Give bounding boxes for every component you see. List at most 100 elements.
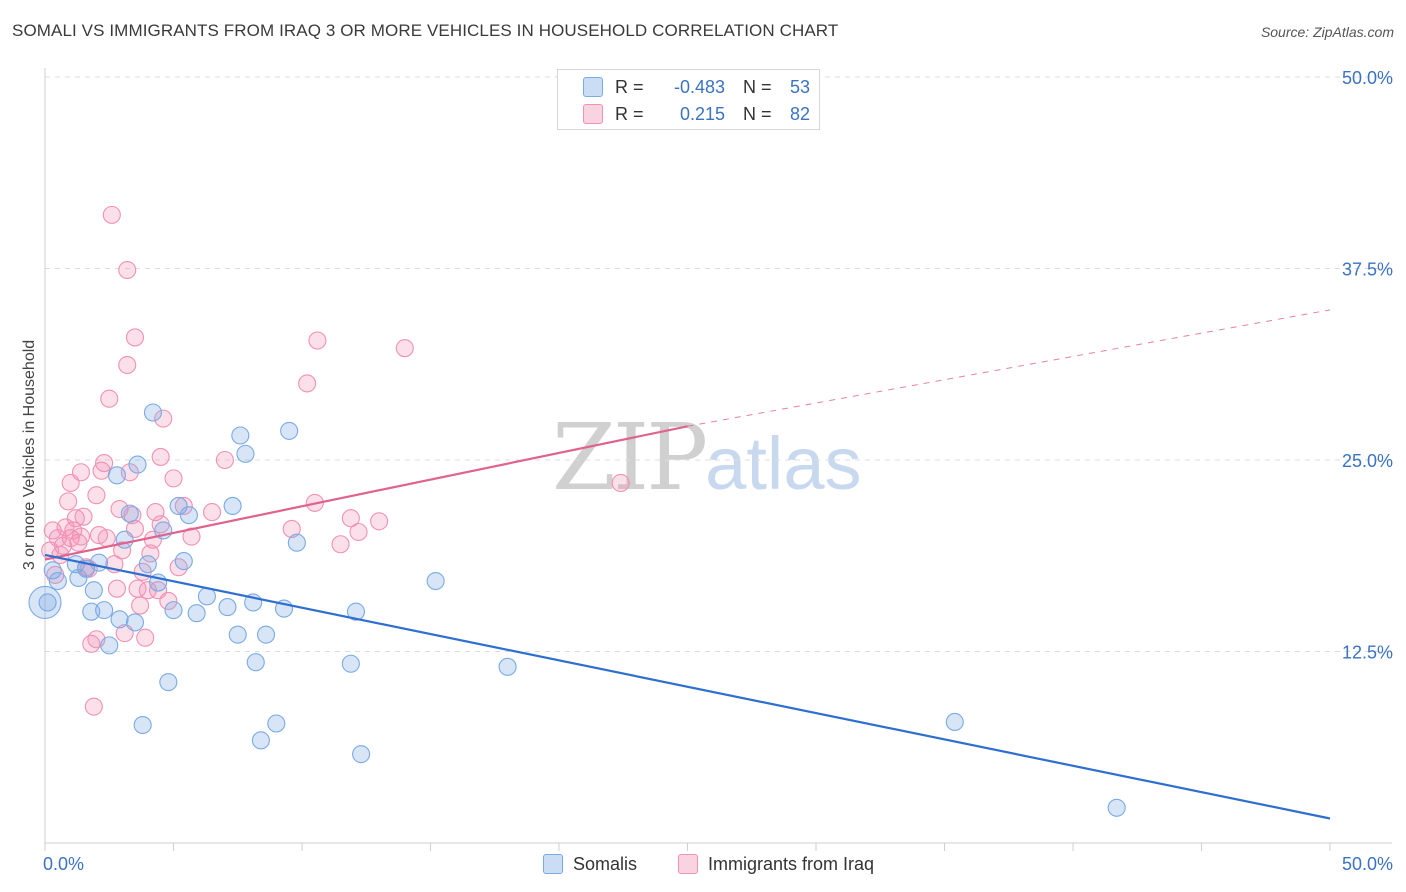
legend-n-label: N = — [743, 103, 772, 124]
legend-r-label: R = — [615, 76, 644, 97]
legend-row-somalis: R = -0.483 N = 53 — [583, 74, 810, 100]
legend-item-somalis[interactable]: Somalis — [543, 851, 637, 877]
iraq-point — [71, 463, 91, 482]
somalis-point — [231, 426, 250, 445]
iraq-point — [53, 536, 73, 555]
iraq-point — [102, 205, 121, 224]
iraq-point — [154, 409, 173, 428]
iraq-point — [308, 331, 327, 350]
somalis-point — [143, 403, 162, 422]
somalis-point — [115, 530, 134, 549]
somalis-point — [89, 553, 109, 572]
somalis-point — [48, 571, 67, 591]
watermark-atlas: atlas — [705, 422, 862, 505]
iraq-point — [282, 519, 301, 538]
legend-label-somalis: Somalis — [573, 853, 638, 874]
somalis-point — [43, 561, 62, 580]
iraq-point — [298, 374, 317, 393]
iraq-point — [113, 541, 132, 560]
x-tick-label: 0.0% — [43, 854, 84, 874]
y-tick-label: 50.0% — [1342, 68, 1393, 88]
iraq-point — [174, 496, 193, 516]
somalis-point — [246, 653, 265, 672]
somalis-point — [1107, 798, 1126, 817]
legend-r-label: R = — [615, 103, 644, 124]
somalis-point — [100, 636, 119, 655]
iraq-point — [215, 450, 234, 470]
somalis-point — [69, 568, 88, 588]
iraq-point — [159, 591, 178, 610]
legend-item-iraq[interactable]: Immigrants from Iraq — [678, 851, 874, 877]
iraq-point — [118, 355, 137, 375]
somalis-point — [84, 581, 103, 600]
y-tick-label: 37.5% — [1342, 260, 1393, 280]
iraq-point — [370, 512, 389, 531]
source-label: Source: ZipAtlas.com — [1260, 24, 1394, 40]
somalis-point — [169, 496, 188, 516]
somalis-point — [287, 533, 306, 552]
legend-swatch-somalis — [543, 854, 563, 874]
iraq-point — [131, 596, 150, 615]
somalis-point — [223, 496, 242, 516]
y-tick-label: 25.0% — [1342, 451, 1393, 471]
iraq-point — [100, 389, 119, 408]
iraq-point — [203, 503, 222, 522]
somalis-point — [128, 455, 147, 474]
somalis-point — [256, 625, 276, 644]
somalis-point — [341, 654, 360, 673]
somalis-trend-line — [44, 553, 1331, 820]
y-tick-label: 12.5% — [1342, 643, 1393, 663]
chart-title: SOMALI VS IMMIGRANTS FROM IRAQ 3 OR MORE… — [12, 21, 839, 40]
iraq-point — [141, 544, 160, 563]
somalis-point — [187, 604, 206, 623]
somalis-point — [95, 601, 114, 620]
iraq-point — [349, 522, 368, 542]
iraq-point — [125, 328, 144, 347]
somalis-point — [174, 552, 193, 571]
somalis-point — [164, 601, 183, 620]
watermark: ZIPatlas — [552, 404, 861, 511]
somalis-point — [179, 506, 198, 525]
iraq-point — [164, 469, 183, 488]
somalis-point — [125, 613, 144, 632]
somalis-point — [280, 421, 299, 440]
iraq-point — [341, 509, 360, 528]
legend-n-value: 53 — [790, 76, 811, 97]
iraq-point — [87, 486, 106, 505]
iraq-point — [107, 579, 127, 598]
legend-r-value: 0.215 — [679, 103, 725, 124]
somalis-point — [426, 571, 445, 591]
iraq-trend-extension — [687, 309, 1331, 427]
somalis-point — [133, 715, 152, 735]
legend-label-iraq: Immigrants from Iraq — [708, 853, 875, 874]
somalis-point — [120, 504, 139, 523]
iraq-point — [74, 507, 93, 526]
iraq-point — [95, 454, 114, 473]
iraq-point — [66, 509, 85, 528]
series-legend: Somalis Immigrants from Iraq — [0, 851, 1406, 877]
somalis-point — [228, 625, 247, 644]
iraq-point — [395, 339, 414, 358]
somalis-point — [498, 657, 517, 676]
iraq-point — [118, 260, 137, 280]
legend-n-value: 82 — [790, 103, 811, 124]
somalis-point — [138, 555, 157, 574]
somalis-point — [159, 673, 178, 692]
somalis-point — [352, 745, 371, 764]
iraq-point — [71, 527, 91, 546]
iraq-point — [136, 628, 155, 647]
somalis-point — [110, 610, 129, 629]
iraq-point — [611, 473, 630, 493]
iraq-point — [59, 492, 78, 511]
iraq-point — [138, 581, 157, 600]
legend-swatch-somalis — [583, 77, 603, 97]
watermark-zip: ZIP — [552, 404, 708, 511]
somalis-point — [38, 593, 57, 612]
legend-n-label: N = — [743, 76, 772, 97]
somalis-point-large — [28, 585, 62, 620]
somalis-point — [267, 714, 286, 733]
somalis-point — [107, 466, 127, 485]
somalis-point — [251, 731, 270, 750]
iraq-point — [151, 447, 170, 466]
